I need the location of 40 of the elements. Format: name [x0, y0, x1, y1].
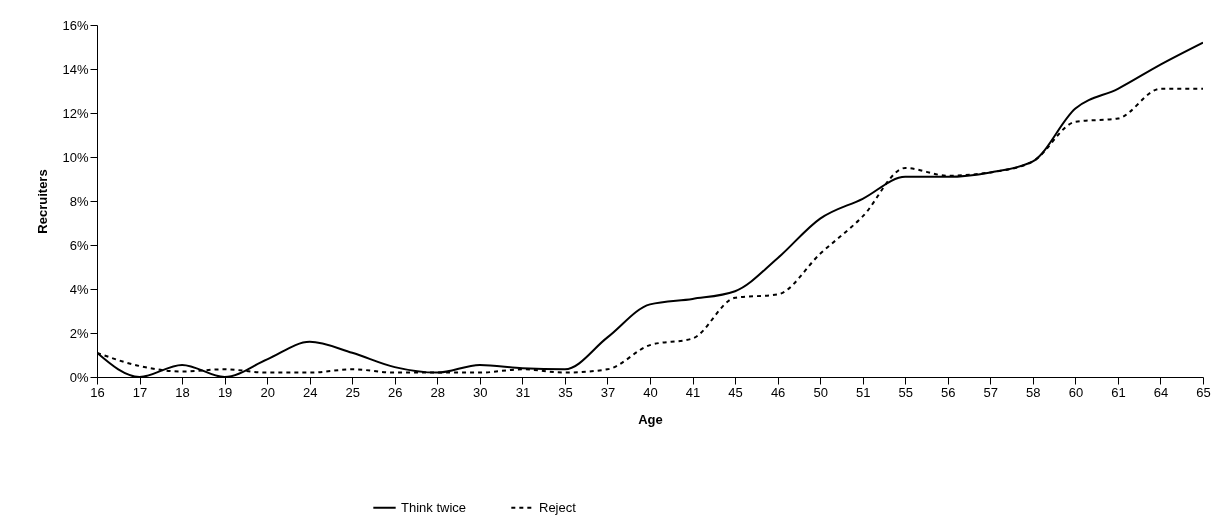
y-tick-label: 14% — [62, 61, 89, 77]
x-tick-label: 51 — [855, 384, 871, 400]
x-tick-label: 25 — [345, 384, 360, 400]
x-axis-title: Age — [638, 411, 663, 427]
x-tick-label: 55 — [898, 384, 913, 400]
y-tick-label: 4% — [69, 281, 89, 297]
x-tick-label: 57 — [983, 384, 999, 400]
legend-label: Think twice — [401, 499, 467, 515]
x-tick-label: 58 — [1026, 384, 1041, 400]
x-tick-label: 31 — [515, 384, 531, 400]
x-tick-label: 37 — [600, 384, 616, 400]
x-tick-label: 35 — [558, 384, 573, 400]
y-tick-label: 8% — [69, 193, 89, 209]
x-tick-label: 45 — [728, 384, 743, 400]
y-tick-label: 16% — [62, 17, 89, 33]
x-tick-label: 19 — [217, 384, 233, 400]
x-tick-label: 20 — [260, 384, 275, 400]
y-tick-label: 2% — [69, 325, 89, 341]
x-tick-label: 24 — [302, 384, 318, 400]
x-tick-label: 26 — [388, 384, 403, 400]
x-tick-label: 65 — [1196, 384, 1211, 400]
x-tick-label: 61 — [1111, 384, 1126, 400]
x-tick-label: 64 — [1153, 384, 1169, 400]
y-tick-label: 6% — [69, 237, 89, 253]
y-tick-label: 12% — [62, 105, 89, 121]
x-tick-label: 18 — [175, 384, 190, 400]
y-tick-label: 10% — [62, 149, 89, 165]
y-tick-label: 0% — [69, 369, 89, 385]
x-tick-label: 50 — [813, 384, 828, 400]
x-tick-label: 60 — [1068, 384, 1084, 400]
x-tick-label: 46 — [770, 384, 786, 400]
x-tick-label: 56 — [941, 384, 956, 400]
x-tick-label: 30 — [473, 384, 488, 400]
x-tick-label: 40 — [643, 384, 658, 400]
x-tick-label: 28 — [430, 384, 446, 400]
x-tick-label: 17 — [132, 384, 148, 400]
legend-label: Reject — [539, 499, 577, 515]
x-tick-label: 41 — [685, 384, 701, 400]
y-axis-title: Recruiters — [35, 169, 51, 234]
x-tick-label: 16 — [90, 384, 105, 400]
